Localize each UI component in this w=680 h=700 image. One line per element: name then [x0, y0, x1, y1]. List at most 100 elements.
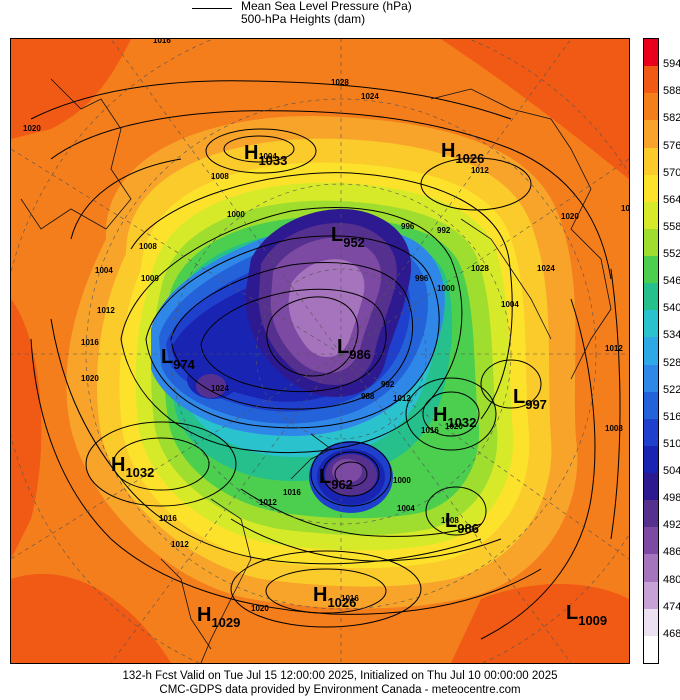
- isobar-label: 1004: [95, 266, 113, 275]
- isobar-label: 1004: [501, 300, 519, 309]
- colorbar-tick-label: 540: [663, 302, 680, 315]
- isobar-label: 1000: [227, 210, 245, 219]
- colorbar-tick-label: 558: [663, 220, 680, 233]
- colorbar-cell: [644, 66, 658, 94]
- isobars: [30, 80, 621, 640]
- colorbar-tick-label: 576: [663, 139, 680, 152]
- isobar-label: 1016: [159, 514, 177, 523]
- isobar-label: 1008: [605, 424, 623, 433]
- colorbar-cell: [644, 120, 658, 149]
- forecast-valid-text: 132-h Fcst Valid on Tue Jul 15 12:00:00 …: [122, 670, 558, 682]
- pressure-center-letter: H: [111, 454, 125, 476]
- colorbar-cell: [644, 310, 658, 338]
- isobar-label: 988: [361, 392, 375, 401]
- pressure-center-value: 1033: [258, 153, 287, 168]
- isobar-label: 1016: [621, 204, 629, 213]
- pressure-center-value: 1029: [211, 615, 240, 630]
- colorbar-cell: [644, 174, 658, 203]
- isobar-label: 1028: [471, 264, 489, 273]
- colorbar-tick-label: 486: [663, 546, 680, 559]
- isobar-label: 1016: [283, 488, 301, 497]
- isobar-line-sample: [192, 8, 232, 9]
- pressure-center-value: 952: [343, 235, 365, 250]
- isobar-label: 996: [415, 274, 429, 283]
- pressure-center-value: 962: [331, 477, 353, 492]
- isobar-label: 1012: [171, 540, 189, 549]
- isobar-label: 1016: [421, 426, 439, 435]
- colorbar-tick-label: 516: [663, 410, 680, 423]
- isobar-label: 1020: [251, 604, 269, 613]
- colorbar-cell: [644, 283, 658, 311]
- isobar-label: 1020: [561, 212, 579, 221]
- pressure-center-letter: H: [441, 140, 455, 162]
- low-pressure-center: L952: [331, 224, 365, 250]
- isobar-label: 1020: [445, 422, 463, 431]
- height-field-588-ne: [441, 39, 629, 179]
- colorbar-tick-label: 522: [663, 383, 680, 396]
- isobar-label: 992: [381, 380, 395, 389]
- isobar-label: 996: [401, 222, 415, 231]
- isobar-label: 1008: [441, 516, 459, 525]
- colorbar-tick-label: 546: [663, 275, 680, 288]
- height-field-588-w: [11, 299, 42, 559]
- colorbar-tick-label: 564: [663, 193, 680, 206]
- pressure-center-letter: L: [566, 602, 578, 624]
- low-pressure-center: L962: [319, 466, 353, 492]
- colorbar-cell: [644, 581, 658, 610]
- isobar-label: 1016: [341, 594, 359, 603]
- colorbar-cell: [644, 445, 658, 474]
- height-colorbar: [643, 38, 659, 664]
- colorbar-tick-label: 474: [663, 600, 680, 613]
- colorbar-tick-label: 468: [663, 627, 680, 640]
- isobar-label: 1012: [259, 498, 277, 507]
- low-pressure-center: L997: [513, 386, 547, 412]
- colorbar-tick-label: 552: [663, 248, 680, 261]
- pressure-center-letter: L: [337, 336, 349, 358]
- isobar-label: 1008: [139, 242, 157, 251]
- map-canvas: 1020 1016 1012 1016 1020 1028 1024 1012 1008 1004…: [11, 39, 629, 663]
- isobar-label: 1024: [537, 264, 555, 273]
- height-field-492-west: [196, 374, 226, 398]
- high-pressure-center: H1026: [313, 584, 356, 610]
- low-pressure-center: L986: [337, 336, 371, 362]
- isobar-label: 1004: [259, 152, 277, 161]
- colorbar-tick-label: 510: [663, 437, 680, 450]
- high-pressure-center: H1026: [441, 140, 484, 166]
- colorbar-cell: [644, 256, 658, 284]
- isobar-label: 1012: [393, 394, 411, 403]
- colorbar-tick-label: 588: [663, 85, 680, 98]
- isobar-label: 1028: [331, 78, 349, 87]
- pressure-center-letter: H: [433, 404, 447, 426]
- isobar-label: 1016: [153, 39, 171, 45]
- high-pressure-center: H1029: [197, 604, 240, 630]
- isobar-label: 1024: [211, 384, 229, 393]
- height-field-480: [288, 259, 365, 357]
- isobar-label: 1000: [393, 476, 411, 485]
- isobar-label: 1008: [211, 172, 229, 181]
- pressure-center-value: 1032: [447, 415, 476, 430]
- colorbar-tick-label: 582: [663, 112, 680, 125]
- low-pressure-center: L986: [445, 510, 479, 536]
- isobar-labels: 1020 1016 1012 1016 1020 1028 1024 1012 1008 1004…: [23, 39, 629, 613]
- weather-map: 1020 1016 1012 1016 1020 1028 1024 1012 1008 1004…: [10, 38, 630, 664]
- coastlines: [20, 78, 612, 663]
- colorbar-tick-label: 504: [663, 465, 680, 478]
- isobar-label: 1016: [81, 338, 99, 347]
- colorbar-cell: [644, 39, 658, 67]
- pressure-center-value: 1032: [125, 465, 154, 480]
- colorbar-tick-label: 570: [663, 166, 680, 179]
- height-field-486-low2: [332, 459, 362, 483]
- pressure-center-letter: L: [161, 346, 173, 368]
- pressure-center-letter: L: [513, 386, 525, 408]
- colorbar-cell: [644, 527, 658, 555]
- isobar-label: 1012: [471, 166, 489, 175]
- colorbar-cell: [644, 635, 658, 664]
- isobar-label: 1000: [141, 274, 159, 283]
- isobar-label: 992: [437, 226, 451, 235]
- high-pressure-center: H1032: [111, 454, 154, 480]
- pressure-center-value: 1026: [455, 151, 484, 166]
- isobar-label: 1020: [23, 124, 41, 133]
- colorbar-cell: [644, 608, 658, 637]
- data-credit-text: CMC-GDPS data provided by Environment Ca…: [159, 684, 521, 696]
